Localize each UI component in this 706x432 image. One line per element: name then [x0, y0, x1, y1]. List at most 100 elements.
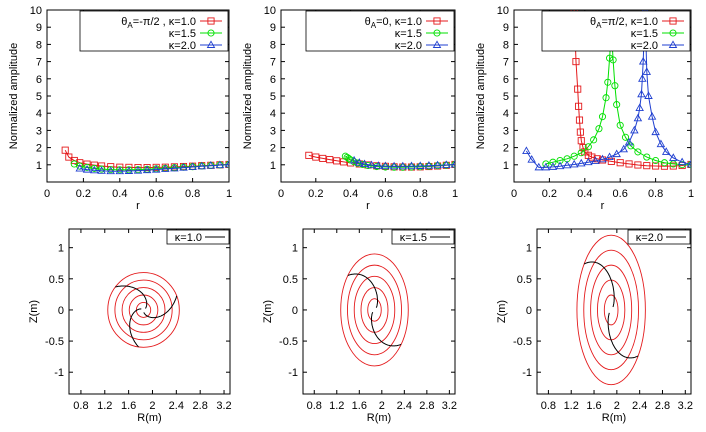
panel-b3: 0.8 1.2 1.6 2 2.4 2.8 3.2 -1 -0.5 0 0.5 1 R(m) Z(m) κ=…: [496, 228, 693, 424]
y-tick-label: 1: [292, 243, 298, 255]
field-line-spiral: [115, 285, 148, 309]
y-tick-label: 7: [270, 57, 276, 69]
flux-surface: [360, 287, 389, 333]
data-point: [652, 156, 660, 165]
data-point: [345, 155, 353, 163]
series-triangle: [75, 159, 229, 175]
x-tick-label: 0.4: [112, 188, 127, 200]
data-point: [607, 157, 615, 165]
data-point: [644, 91, 653, 99]
x-tick-label: 2: [379, 400, 385, 412]
data-point: [541, 162, 551, 171]
flux-surface: [107, 272, 180, 348]
x-tick-label: 3.2: [678, 400, 693, 412]
field-line-spiral: [143, 295, 178, 319]
data-point: [381, 163, 389, 171]
data-point: [305, 151, 313, 159]
y-tick-label: 6: [503, 74, 509, 86]
data-point: [433, 160, 442, 169]
plot-area: [576, 234, 646, 386]
y-axis-label: Normalized amplitude: [242, 43, 254, 149]
legend-label: κ=2.0: [395, 40, 422, 52]
data-point: [83, 163, 91, 171]
data-point: [107, 166, 115, 174]
flux-surface: [583, 249, 639, 371]
flux-surface: [590, 264, 633, 356]
data-point: [76, 162, 84, 170]
flux-surface: [135, 302, 152, 318]
x-tick-label: 0.2: [308, 188, 323, 200]
legend-box: [391, 229, 455, 245]
flux-surface: [121, 287, 166, 333]
y-tick-label: 9: [36, 22, 42, 34]
legend-label: θA=π/2, κ=1.0: [590, 16, 658, 30]
x-tick-label: 2.8: [655, 400, 670, 412]
data-point: [569, 159, 579, 168]
y-axis-label: Z(m): [496, 300, 508, 323]
legend-label: κ=2.0: [636, 232, 663, 244]
flux-surface: [353, 275, 396, 345]
legend-theta: θ: [590, 16, 596, 28]
legend-box: [166, 229, 230, 245]
data-point: [591, 156, 600, 164]
data-point: [390, 163, 398, 171]
legend-box: [79, 10, 229, 52]
data-point: [374, 161, 383, 169]
y-tick-label: 0: [292, 305, 298, 317]
x-tick-label: 1: [226, 188, 232, 200]
y-tick-label: 0.5: [49, 274, 64, 286]
legend-marker: [668, 40, 678, 48]
data-point: [590, 136, 598, 144]
data-point: [415, 161, 425, 169]
data-point: [584, 143, 592, 151]
y-tick-label: 1: [526, 243, 532, 255]
flux-surface: [367, 298, 382, 322]
data-point: [188, 162, 197, 170]
data-point: [179, 163, 188, 171]
data-point: [613, 101, 621, 109]
data-point: [124, 166, 134, 174]
flux-surface: [114, 279, 173, 341]
data-point: [312, 153, 320, 161]
x-tick-label: 1.2: [97, 400, 112, 412]
legend-theta: θ: [121, 16, 127, 28]
y-tick-label: 4: [270, 108, 276, 120]
data-point: [602, 94, 610, 102]
legend-label: κ=2.0: [631, 40, 658, 52]
axes-frame: [536, 228, 692, 395]
x-axis-label: r: [366, 200, 370, 212]
data-point: [115, 166, 125, 175]
data-point: [75, 163, 85, 172]
x-tick-label: 2.8: [193, 400, 208, 412]
panel-b2: 0.8 1.2 1.6 2 2.4 2.8 3.2 -1 -0.5 0 0.5 1 R(m) Z(m) κ=…: [262, 228, 457, 424]
data-point: [577, 149, 585, 157]
y-tick-label: 2: [36, 143, 42, 155]
y-tick-label: 8: [36, 39, 42, 51]
plot-area: [61, 146, 229, 175]
legend: κ=2.0: [627, 229, 691, 245]
data-point: [669, 153, 678, 161]
x-tick-label: 0.8: [73, 400, 88, 412]
data-point: [570, 152, 578, 160]
data-point: [98, 165, 106, 173]
x-tick-label: 0: [44, 188, 50, 200]
axes-frame: [302, 228, 456, 395]
field-line-spiral: [347, 273, 378, 308]
y-tick-label: -1: [522, 367, 532, 379]
flux-surface: [347, 264, 402, 356]
x-tick-label: 0.8: [648, 188, 663, 200]
data-point: [527, 155, 536, 163]
x-axis-label: R(m): [367, 412, 391, 424]
data-point: [360, 159, 369, 168]
data-point: [616, 159, 624, 167]
x-tick-label: 2.4: [169, 400, 184, 412]
legend-subscript: A: [127, 21, 133, 30]
x-tick-label: 3.2: [442, 400, 457, 412]
y-tick-label: 4: [503, 108, 509, 120]
legend-marker: [669, 17, 677, 25]
legend-label: κ=2.0: [169, 40, 196, 52]
y-tick-label: 3: [270, 125, 276, 137]
y-tick-label: 6: [270, 74, 276, 86]
data-point: [638, 56, 648, 65]
axes-frame: [68, 228, 231, 395]
